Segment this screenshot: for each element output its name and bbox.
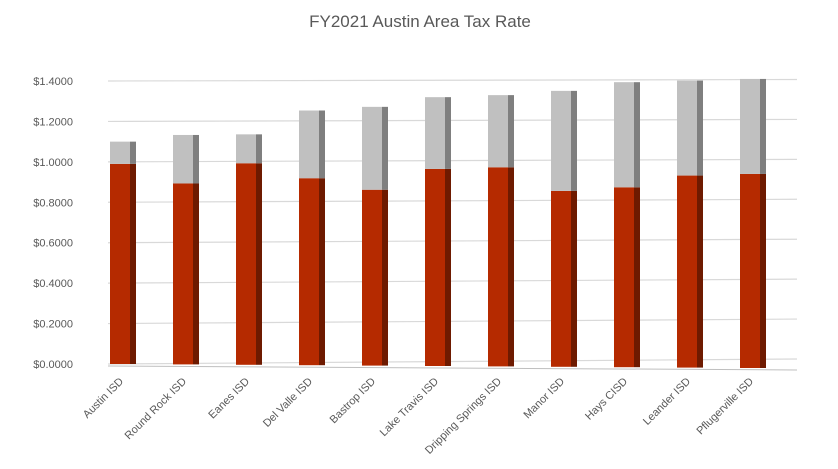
bar-segment: [299, 110, 319, 179]
bar-segment: [740, 78, 760, 174]
bar-segment-side: [130, 141, 136, 164]
bar-segment-side: [130, 163, 136, 364]
bar-segment: [425, 168, 445, 366]
bar-segment-side: [256, 134, 262, 164]
bar-segment-side: [256, 163, 262, 365]
y-tick-label: $0.0000: [33, 359, 73, 371]
x-axis-line: [107, 365, 798, 371]
y-tick-label: $0.4000: [33, 278, 73, 290]
y-tick-label: $0.6000: [33, 238, 73, 250]
bar-segment: [362, 106, 382, 190]
bar-segment-side: [319, 178, 325, 366]
bar-segment-side: [445, 168, 451, 366]
x-tick-label: Austin ISD: [81, 376, 126, 421]
bar-segment-side: [508, 95, 514, 168]
bar-segment-side: [697, 175, 703, 368]
bar-segment: [299, 178, 319, 366]
bar-segment-side: [760, 173, 766, 368]
bar-segment-side: [193, 183, 199, 365]
bar-segment: [362, 189, 382, 366]
y-tick-label: $0.2000: [33, 319, 73, 331]
bar-segment-side: [319, 110, 325, 179]
x-tick-label: Del Valle ISD: [261, 376, 315, 430]
gridline: [107, 78, 798, 82]
bar-segment: [488, 95, 508, 168]
chart-title: FY2021 Austin Area Tax Rate: [309, 12, 531, 31]
bar-segment: [551, 90, 571, 191]
x-tick-label: Eanes ISD: [206, 376, 252, 422]
bar-segment: [551, 190, 571, 367]
bar-segment-side: [571, 90, 577, 191]
bar-segment: [614, 82, 634, 188]
bar-segment: [110, 141, 130, 164]
bar-segment-side: [571, 190, 577, 367]
bar-segment: [677, 80, 697, 176]
bar-segment-side: [760, 78, 766, 174]
x-tick-label: Manor ISD: [521, 376, 567, 422]
bar-segment: [236, 134, 256, 164]
x-tick-label: Leander ISD: [641, 376, 693, 428]
bar-segment: [740, 173, 760, 368]
y-tick-label: $1.2000: [33, 116, 73, 128]
bar-segment: [236, 163, 256, 365]
bar-segment-side: [697, 80, 703, 176]
x-tick-label: Bastrop ISD: [328, 376, 378, 426]
bar-segment-side: [634, 187, 640, 368]
bar-segment: [614, 187, 634, 368]
x-tick-label: Round Rock ISD: [123, 376, 189, 442]
x-tick-label: Hays CISD: [583, 376, 630, 423]
x-tick-label: Lake Travis ISD: [378, 376, 441, 439]
y-tick-label: $1.0000: [33, 157, 73, 169]
y-tick-label: $0.8000: [33, 197, 73, 209]
y-tick-label: $1.4000: [33, 76, 73, 88]
bar-segment: [110, 163, 130, 364]
bar-segment: [173, 183, 193, 365]
bar-segment-side: [634, 82, 640, 188]
bar-segment-side: [508, 167, 514, 367]
bar-segment-side: [382, 189, 388, 366]
bar-segment-side: [382, 106, 388, 190]
bar-segment: [677, 175, 697, 368]
bar-segment: [425, 97, 445, 169]
bar-segment: [488, 167, 508, 367]
bar-segment-side: [445, 97, 451, 169]
x-tick-label: Pflugerville ISD: [694, 376, 756, 438]
bar-segment: [173, 134, 193, 184]
bar-segment-side: [193, 134, 199, 184]
